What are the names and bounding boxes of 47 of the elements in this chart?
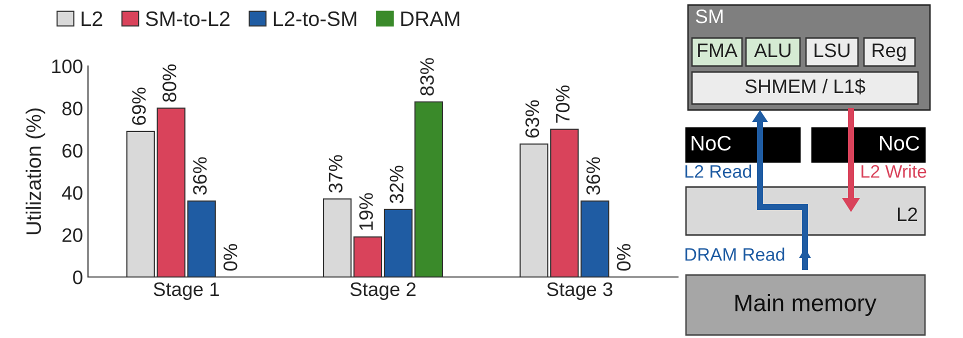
y-tick-label: 40	[62, 186, 82, 200]
data-label: 70%	[556, 86, 570, 123]
text: DRAM Read	[685, 248, 784, 261]
text: NoC	[880, 136, 920, 151]
text: L2 Read	[685, 164, 752, 178]
text: FMA	[698, 44, 738, 58]
data-label: 69%	[132, 88, 146, 125]
legend-label: L2	[82, 11, 102, 26]
bar	[322, 198, 352, 277]
x-tick-label: Stage 1	[154, 282, 219, 300]
text: ALU	[754, 44, 790, 58]
text: SM	[696, 9, 723, 24]
text: L2	[898, 207, 918, 222]
text: L2 Write	[862, 164, 926, 178]
y-axis-title: Utilization (%)	[26, 108, 46, 234]
data-label: 19%	[359, 193, 373, 230]
bar	[384, 208, 413, 277]
data-label: 36%	[586, 157, 600, 195]
y-tick-label: 0	[73, 270, 82, 284]
legend-label: L2-to-SM	[274, 11, 356, 26]
x-tick-label: Stage 3	[547, 282, 612, 300]
data-label: 83%	[420, 58, 434, 96]
y-tick-label: 100	[52, 59, 82, 74]
data-label: 36%	[193, 157, 207, 195]
data-label: 80%	[162, 64, 176, 102]
text: Reg	[872, 44, 906, 62]
bar	[580, 200, 610, 277]
text: Main memory	[735, 294, 876, 316]
data-label: 63%	[525, 100, 540, 138]
text: SHMEM / L1$	[745, 78, 866, 94]
bar	[353, 236, 382, 277]
bar	[156, 108, 186, 277]
legend-label: SM-to-L2	[146, 11, 230, 26]
bar	[414, 101, 444, 277]
y-tick-label: 20	[62, 228, 82, 242]
x-tick-label: Stage 2	[350, 282, 416, 300]
data-label: 0%	[616, 244, 631, 271]
y-tick-label: 60	[62, 144, 82, 158]
text: LSU	[814, 43, 850, 58]
data-label: 0%	[224, 244, 238, 271]
text: NoC	[692, 136, 731, 151]
legend-label: DRAM	[401, 12, 460, 26]
data-label: 32%	[390, 166, 404, 204]
y-tick-label: 80	[62, 102, 82, 116]
data-label: 37%	[328, 155, 342, 193]
bar	[187, 200, 216, 277]
bar	[126, 130, 155, 277]
